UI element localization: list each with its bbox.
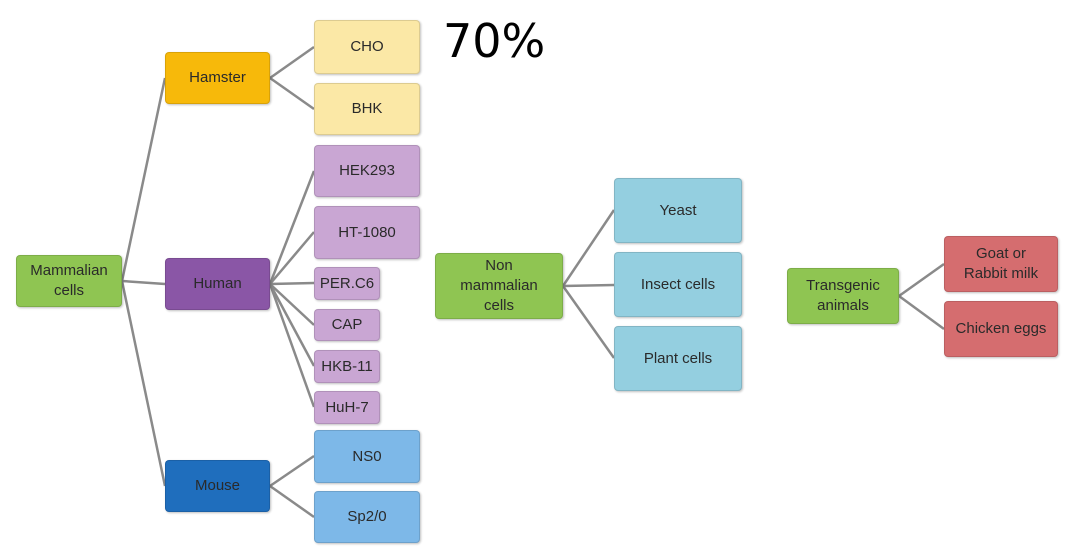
connector: [561, 285, 616, 359]
connector: [561, 209, 616, 287]
connector: [268, 170, 316, 285]
node-goat-rabbit-milk: Goat or Rabbit milk: [944, 236, 1058, 292]
node-hek293: HEK293: [314, 145, 420, 197]
percentage-annotation: 70%: [443, 14, 546, 68]
node-ns0: NS0: [314, 430, 420, 483]
node-bhk: BHK: [314, 83, 420, 135]
node-mammalian-cells: Mammalian cells: [16, 255, 122, 307]
connector: [269, 454, 315, 488]
connector: [120, 280, 167, 487]
node-chicken-eggs: Chicken eggs: [944, 301, 1058, 357]
node-hamster: Hamster: [165, 52, 270, 104]
node-cap: CAP: [314, 309, 380, 341]
connector: [562, 283, 615, 288]
connector: [269, 76, 315, 111]
node-non-mammalian-cells: Non mammalian cells: [435, 253, 563, 319]
node-transgenic-animals: Transgenic animals: [787, 268, 899, 324]
connector: [269, 283, 315, 326]
node-insect-cells: Insect cells: [614, 252, 742, 317]
node-sp2-0: Sp2/0: [314, 491, 420, 543]
node-huh-7: HuH-7: [314, 391, 380, 424]
connector: [898, 262, 945, 298]
connector: [268, 283, 316, 408]
connector: [268, 283, 316, 367]
connector: [269, 45, 315, 80]
node-per-c6: PER.C6: [314, 267, 380, 300]
connector: [121, 279, 166, 286]
connector: [269, 281, 315, 286]
connector: [269, 484, 315, 519]
node-plant-cells: Plant cells: [614, 326, 742, 391]
connector: [120, 77, 167, 282]
node-cho: CHO: [314, 20, 420, 74]
node-ht-1080: HT-1080: [314, 206, 420, 259]
node-mouse: Mouse: [165, 460, 270, 512]
connector: [269, 231, 315, 285]
node-yeast: Yeast: [614, 178, 742, 243]
node-hkb-11: HKB-11: [314, 350, 380, 383]
connector: [898, 294, 945, 331]
node-human: Human: [165, 258, 270, 310]
